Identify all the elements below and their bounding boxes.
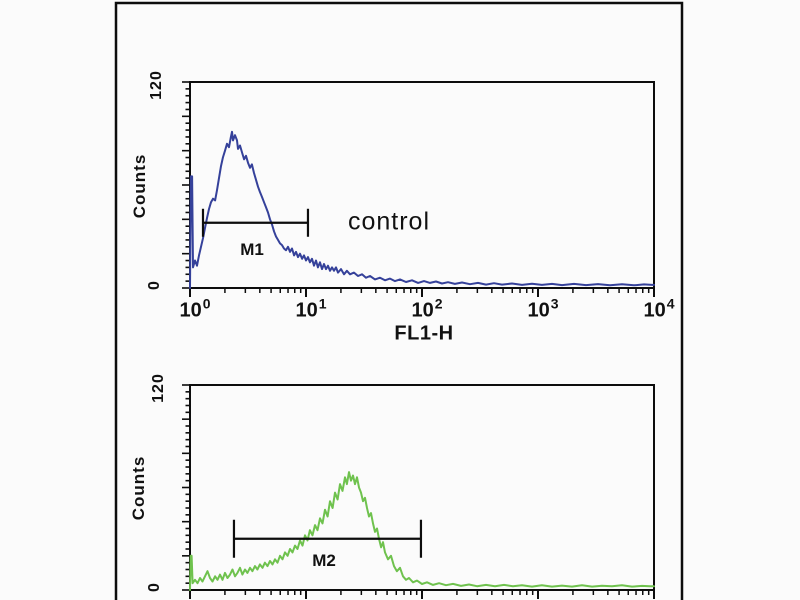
top-control-panel bbox=[182, 81, 655, 297]
plot-frame bbox=[189, 384, 655, 591]
antibody-histogram-curve bbox=[189, 471, 655, 591]
bottom-y-axis-title: Counts bbox=[129, 455, 148, 521]
x-tick-label-10e3: 103 bbox=[527, 295, 559, 322]
top-y-min-label: 0 bbox=[146, 280, 163, 290]
x-tick-label-10e1: 101 bbox=[295, 295, 327, 322]
figure-border bbox=[114, 1, 684, 600]
top-x-axis-title: FL1-H bbox=[394, 322, 454, 345]
x-tick-label-10e0: 100 bbox=[179, 295, 211, 322]
top-y-axis-title: Counts bbox=[130, 153, 149, 219]
m1-gate-label: M1 bbox=[240, 240, 264, 259]
bottom-y-min-label: 0 bbox=[146, 582, 163, 592]
control-annotation: control bbox=[347, 207, 431, 236]
y-axis-ticks bbox=[182, 81, 190, 289]
x-tick-label-10e4: 104 bbox=[643, 295, 675, 322]
m2-gate-label: M2 bbox=[312, 551, 336, 570]
x-axis-ticks bbox=[189, 590, 655, 599]
x-axis-ticks bbox=[189, 288, 655, 297]
top-y-max-label: 120 bbox=[148, 70, 165, 100]
m1-gate-bracket bbox=[201, 208, 310, 237]
y-axis-ticks bbox=[182, 384, 190, 591]
control-histogram-curve bbox=[189, 130, 655, 289]
x-tick-label-10e2: 102 bbox=[411, 295, 443, 322]
bottom-antibody-panel bbox=[182, 384, 655, 599]
bottom-y-max-label: 120 bbox=[150, 373, 167, 403]
m2-gate-bracket bbox=[232, 519, 423, 558]
